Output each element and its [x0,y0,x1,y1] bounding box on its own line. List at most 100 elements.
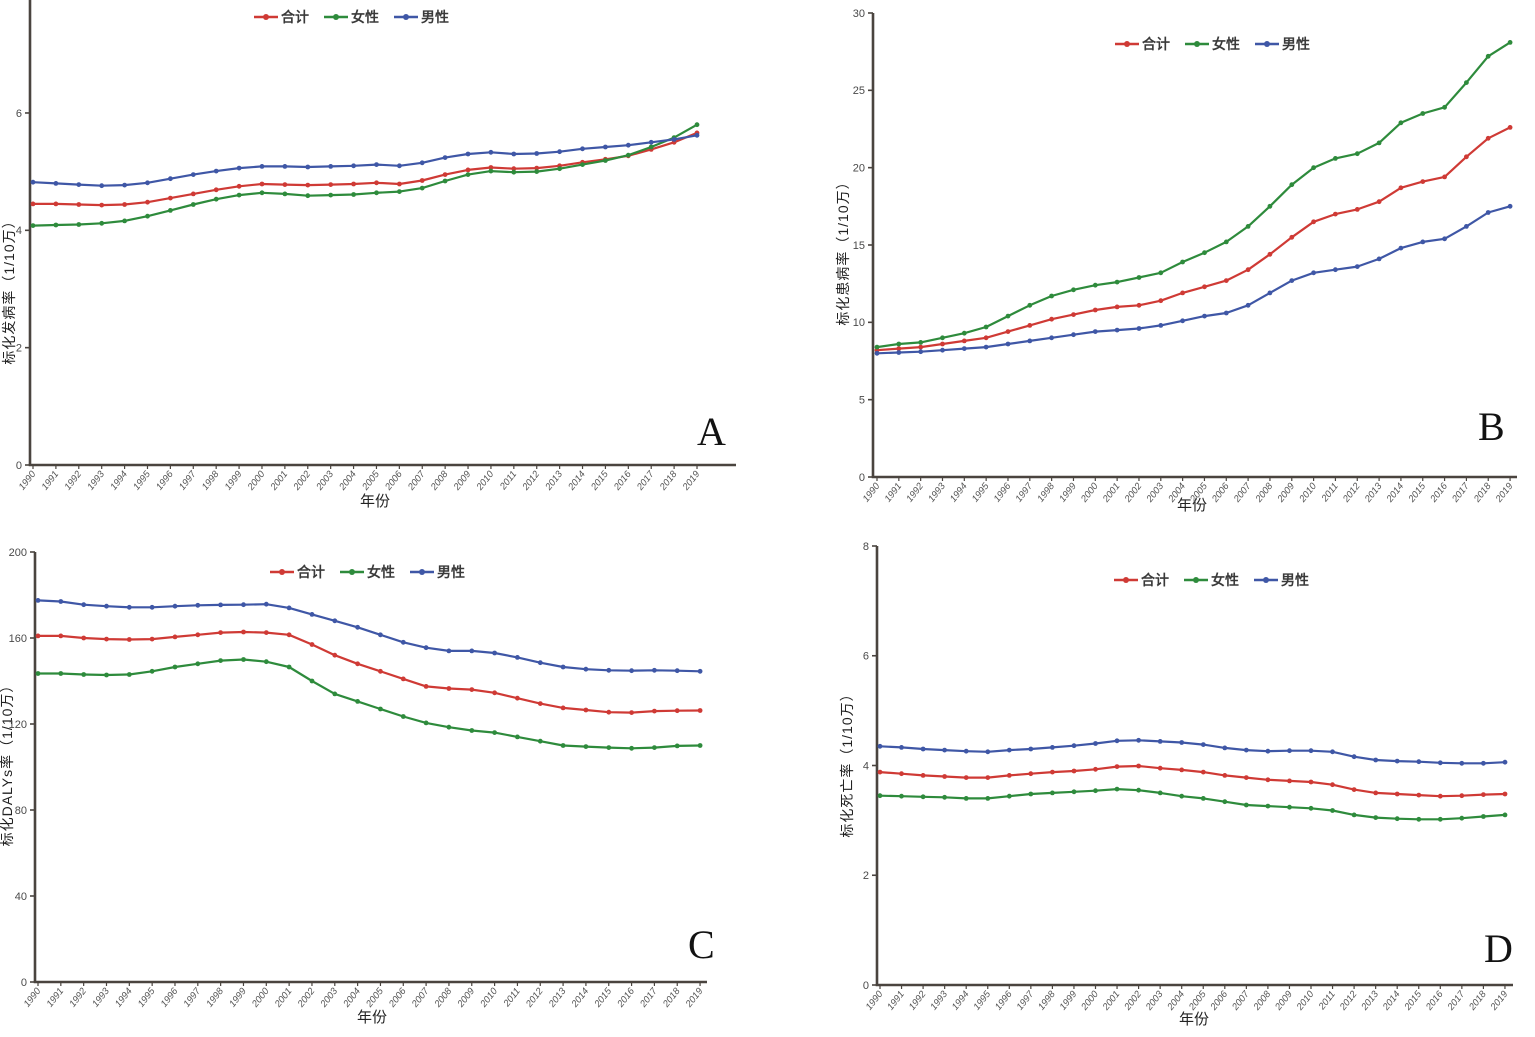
data-point-female [648,144,654,150]
data-point-male [1398,245,1404,251]
data-point-male [1507,203,1513,209]
data-point-female [1289,182,1295,188]
series-female [30,122,700,229]
panel-letter-c: C [688,922,715,967]
data-point-female [625,152,631,158]
x-axis-label-year-a: 年份 [360,493,390,510]
data-point-male [397,163,402,169]
data-point-total [1333,211,1338,217]
y-tick-label: 6 [863,651,869,663]
legend-marker-female [1193,577,1199,583]
panel-letter-b: B [1478,404,1505,449]
data-point-male [1373,757,1379,763]
y-tick-label: 8 [863,541,869,553]
data-point-total [1373,790,1379,796]
data-point-female [1287,804,1292,810]
x-tick-label-2001: 2001 [272,986,294,1010]
data-point-total [877,769,883,775]
data-point-male [580,146,585,152]
data-point-total [53,201,59,207]
legend-item-male: 男性 [410,564,465,580]
x-tick-label-1993: 1993 [926,481,948,505]
data-point-male [126,604,132,610]
data-point-male [963,748,969,754]
y-tick-label: 10 [853,317,865,329]
data-point-male [1265,748,1271,754]
data-point-female [355,699,360,704]
legend-label-total: 合计 [281,9,309,25]
data-point-male [488,149,494,155]
data-point-female [874,344,880,350]
legend-marker-female [349,569,355,575]
data-point-total [122,202,127,207]
data-point-female [1202,250,1207,256]
data-point-female [263,659,269,665]
series-total [35,629,703,715]
data-point-male [671,137,677,142]
data-point-male [446,648,452,654]
data-point-male [99,183,105,189]
data-point-female [1330,808,1335,813]
x-tick-label-1994: 1994 [108,469,130,492]
data-point-male [697,668,703,674]
legend: 合计 女性 男性 [1114,572,1309,588]
data-point-total [378,668,383,674]
data-point-male [1223,310,1229,316]
x-tick-label-1991: 1991 [885,989,907,1012]
data-point-female [1442,104,1447,110]
x-tick-label-2015: 2015 [1406,481,1429,506]
data-point-female [1351,812,1357,818]
data-point-male [218,602,224,608]
data-point-female [1311,165,1316,171]
data-point-female [583,744,589,749]
x-tick-label-1990: 1990 [861,481,883,505]
data-point-male [1311,270,1316,276]
series-total [874,125,1513,353]
x-tick-label-2013: 2013 [1359,989,1382,1014]
data-point-female [940,335,945,341]
data-point-male [282,164,288,169]
x-tick-label-1991: 1991 [45,986,67,1009]
data-point-male [145,180,150,186]
legend-item-female: 女性 [1184,572,1239,588]
data-point-total [1028,771,1034,777]
x-tick-label-2019: 2019 [683,986,706,1011]
data-point-male [940,347,945,353]
data-point-female [1180,259,1185,265]
data-point-total [104,636,109,642]
x-tick-label-2000: 2000 [245,469,268,494]
x-tick-label-2004: 2004 [341,986,363,1010]
x-tick-label-1996: 1996 [154,469,176,493]
data-point-total [1245,267,1251,273]
x-tick-label-2001: 2001 [268,469,290,493]
data-point-total [1464,154,1469,160]
data-point-female [1136,787,1141,793]
data-point-female [1028,791,1034,797]
y-axis-label-prevalence: 标化患病率（1/10万） [835,174,851,325]
data-point-total [259,181,265,187]
legend-label-total: 合计 [297,564,325,580]
data-point-male [1245,302,1251,308]
data-point-male [1200,742,1206,747]
x-tick-label-2013: 2013 [543,469,566,494]
x-tick-label-2003: 2003 [314,469,337,494]
data-point-male [983,344,989,350]
series-line-female [878,787,1507,821]
data-point-total [465,167,471,173]
data-point-female [122,218,127,224]
data-point-female [1158,270,1164,276]
x-tick-label-2009: 2009 [1273,989,1296,1014]
data-point-male [309,612,315,617]
x-tick-label-2008: 2008 [432,986,455,1011]
data-point-male [920,746,926,752]
x-tick-label-1996: 1996 [993,989,1015,1013]
y-tick-group: 0 5 10 15 20 25 30 [853,8,873,484]
data-point-total [920,773,926,778]
data-point-female [1437,816,1443,822]
data-point-male [1459,760,1465,766]
data-point-female [218,658,224,663]
data-point-total [1005,329,1011,334]
data-point-total [1202,284,1207,290]
data-point-male [351,163,356,169]
data-point-male [492,650,497,656]
